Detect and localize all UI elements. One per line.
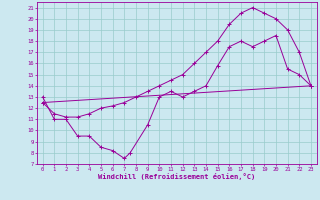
X-axis label: Windchill (Refroidissement éolien,°C): Windchill (Refroidissement éolien,°C) <box>98 173 255 180</box>
